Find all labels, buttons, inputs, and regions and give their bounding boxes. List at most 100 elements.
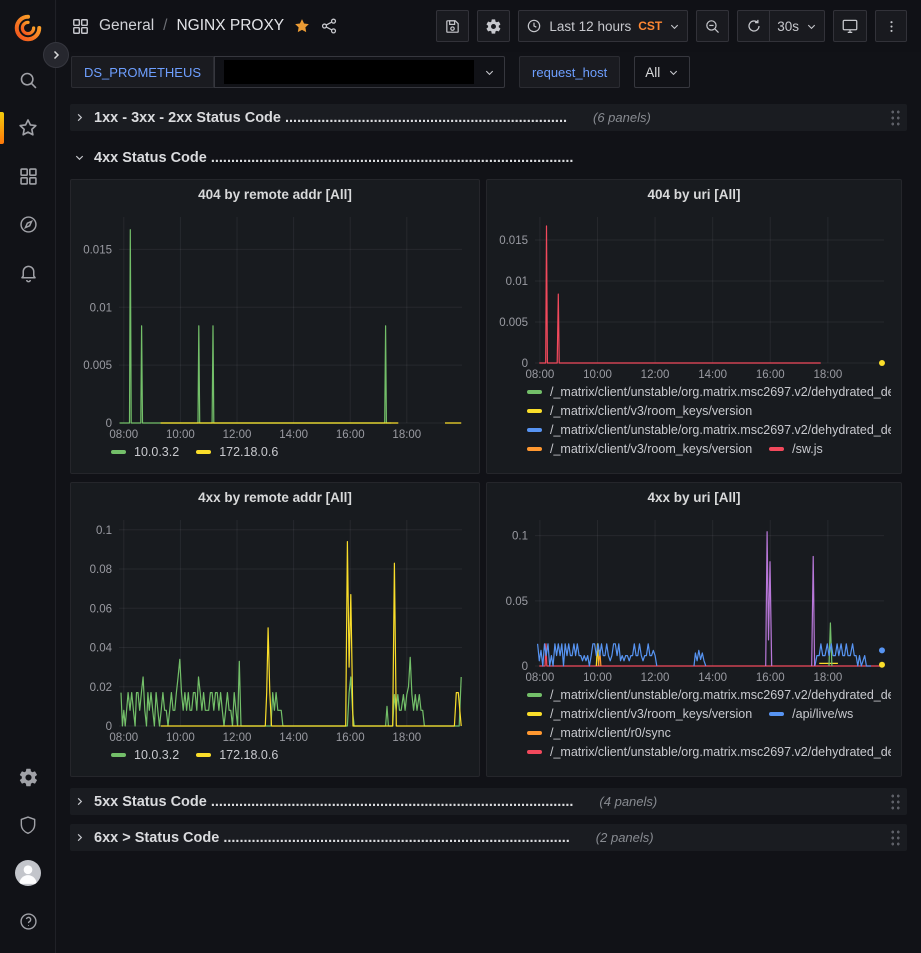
sidebar-item-dashboards[interactable]: [0, 152, 56, 200]
legend-item[interactable]: /_matrix/client/r0/sync: [527, 726, 671, 740]
svg-text:0.06: 0.06: [90, 603, 112, 615]
star-icon: [19, 119, 37, 136]
request-host-variable-dropdown[interactable]: All: [634, 56, 691, 88]
legend-label: /_matrix/client/v3/room_keys/version: [550, 707, 753, 721]
row-title: 5xx Status Code ........................…: [94, 793, 574, 810]
svg-text:12:00: 12:00: [223, 732, 252, 744]
expand-sidebar-button[interactable]: [43, 42, 69, 68]
legend-item[interactable]: /api/live/ws: [769, 707, 853, 721]
row-5xx[interactable]: 5xx Status Code ........................…: [70, 788, 907, 815]
legend-item[interactable]: /_matrix/client/unstable/org.matrix.msc2…: [527, 688, 891, 702]
sidebar-item-alerting[interactable]: [0, 248, 56, 296]
row-1xx-3xx-2xx[interactable]: 1xx - 3xx - 2xx Status Code ............…: [70, 104, 907, 131]
legend-label: /_matrix/client/r0/sync: [550, 726, 671, 740]
dashboard-settings-button[interactable]: [477, 10, 511, 42]
cycle-view-mode-button[interactable]: [833, 10, 867, 42]
svg-text:14:00: 14:00: [279, 429, 308, 441]
drag-handle-icon[interactable]: [890, 109, 901, 126]
legend-item[interactable]: /sw.js: [769, 442, 823, 456]
panel-title[interactable]: 4xx by remote addr [All]: [198, 490, 352, 505]
svg-text:16:00: 16:00: [756, 672, 785, 684]
legend-item[interactable]: 172.18.0.6: [196, 445, 278, 459]
datasource-variable: DS_PROMETHEUS: [71, 56, 506, 88]
share-icon[interactable]: [320, 17, 338, 35]
timeseries-chart[interactable]: 08:00 10:00 12:00 14:00 16:00 18:00 0 0.05 0.1: [497, 512, 891, 684]
legend-swatch-icon: [527, 750, 542, 754]
sidebar-bottom: [0, 753, 56, 945]
panel-4xx-by-uri: 4xx by uri [All] 08:00 10:00 12:00 14:00 16:…: [486, 482, 902, 777]
svg-text:0: 0: [522, 661, 528, 673]
legend-item[interactable]: 172.18.0.6: [196, 748, 278, 762]
legend-item[interactable]: /_matrix/client/unstable/org.matrix.msc2…: [527, 385, 891, 399]
legend-item[interactable]: /_matrix/client/v3/room_keys/version: [527, 404, 752, 418]
panel-title[interactable]: 404 by uri [All]: [647, 187, 741, 202]
svg-text:0.01: 0.01: [90, 302, 112, 314]
panel-legend: /_matrix/client/unstable/org.matrix.msc2…: [497, 684, 891, 770]
chevron-down-icon: [671, 24, 679, 29]
svg-text:0.02: 0.02: [90, 682, 112, 694]
legend-item[interactable]: 10.0.3.2: [111, 445, 179, 459]
chevron-right-icon: [74, 796, 86, 807]
favorite-star-icon[interactable]: [293, 17, 311, 35]
svg-text:14:00: 14:00: [698, 672, 727, 684]
kebab-menu-button[interactable]: [875, 10, 907, 42]
apps-grid-icon[interactable]: [71, 17, 90, 36]
row-panel-count: (6 panels): [593, 110, 651, 125]
refresh-interval-dropdown[interactable]: 30s: [769, 10, 825, 42]
legend-item[interactable]: /_matrix/client/v3/room_keys/version: [527, 442, 752, 456]
legend-item[interactable]: /_matrix/client/unstable/org.matrix.msc2…: [527, 423, 891, 437]
legend-swatch-icon: [527, 447, 542, 451]
zoom-out-icon: [706, 19, 720, 33]
sidebar-item-explore[interactable]: [0, 200, 56, 248]
navbar-actions: Last 12 hours CST 30s: [436, 10, 907, 42]
datasource-variable-dropdown[interactable]: [214, 56, 506, 88]
sidebar-item-server-admin[interactable]: [0, 801, 56, 849]
refresh-icon: [748, 19, 760, 32]
legend-item[interactable]: /_matrix/client/v3/room_keys/version: [527, 707, 752, 721]
main-area: General / NGINX PROXY Last 12 hours CST: [57, 0, 921, 953]
timeseries-chart[interactable]: 08:00 10:00 12:00 14:00 16:00 18:00 0 0.02 0.04 0…: [81, 512, 469, 744]
avatar: [15, 860, 41, 886]
timeseries-chart[interactable]: 08:00 10:00 12:00 14:00 16:00 18:00 0 0.005 0.01…: [497, 209, 891, 381]
grafana-logo[interactable]: [0, 0, 56, 56]
zoom-out-button[interactable]: [696, 10, 730, 42]
sidebar-item-starred[interactable]: [0, 104, 56, 152]
legend-item[interactable]: 10.0.3.2: [111, 748, 179, 762]
chevron-down-icon: [74, 152, 86, 163]
time-range-picker[interactable]: Last 12 hours CST: [518, 10, 689, 42]
shield-icon: [20, 816, 36, 835]
chevron-down-icon: [485, 70, 494, 75]
legend-label: 10.0.3.2: [134, 748, 180, 762]
refresh-button[interactable]: [737, 10, 770, 42]
sidebar-item-search[interactable]: [0, 56, 56, 104]
sidebar-item-help[interactable]: [0, 897, 56, 945]
panel-title[interactable]: 4xx by uri [All]: [647, 490, 741, 505]
svg-text:16:00: 16:00: [336, 732, 365, 744]
save-dashboard-button[interactable]: [436, 10, 470, 42]
svg-text:10:00: 10:00: [166, 732, 195, 744]
row-4xx[interactable]: 4xx Status Code ........................…: [70, 144, 907, 171]
panel-4xx-by-remote-addr: 4xx by remote addr [All] 08:00 10:00 12:00…: [70, 482, 480, 777]
gear-icon: [19, 768, 37, 786]
sidebar-item-profile[interactable]: [0, 849, 56, 897]
clock-icon: [528, 19, 541, 33]
legend-swatch-icon: [111, 450, 126, 454]
drag-handle-icon[interactable]: [890, 793, 901, 810]
svg-text:0.005: 0.005: [83, 360, 112, 372]
grafana-logo-icon: [14, 14, 42, 42]
sidebar-item-settings[interactable]: [0, 753, 56, 801]
legend-item[interactable]: /_matrix/client/unstable/org.matrix.msc2…: [527, 745, 891, 759]
row-6xx[interactable]: 6xx > Status Code ......................…: [70, 824, 907, 851]
breadcrumb-section[interactable]: General: [99, 17, 155, 34]
legend-swatch-icon: [527, 409, 542, 413]
breadcrumb: General / NGINX PROXY: [71, 17, 338, 36]
gear-icon: [486, 18, 501, 34]
drag-handle-icon[interactable]: [890, 829, 901, 846]
timeseries-chart[interactable]: 08:00 10:00 12:00 14:00 16:00 18:00 0 0.005 0.01…: [81, 209, 469, 441]
svg-text:10:00: 10:00: [583, 369, 612, 381]
legend-swatch-icon: [196, 450, 212, 454]
panel-title[interactable]: 404 by remote addr [All]: [198, 187, 352, 202]
save-icon: [446, 19, 460, 33]
row-panel-count: (2 panels): [595, 830, 654, 845]
question-circle-icon: [19, 912, 37, 930]
